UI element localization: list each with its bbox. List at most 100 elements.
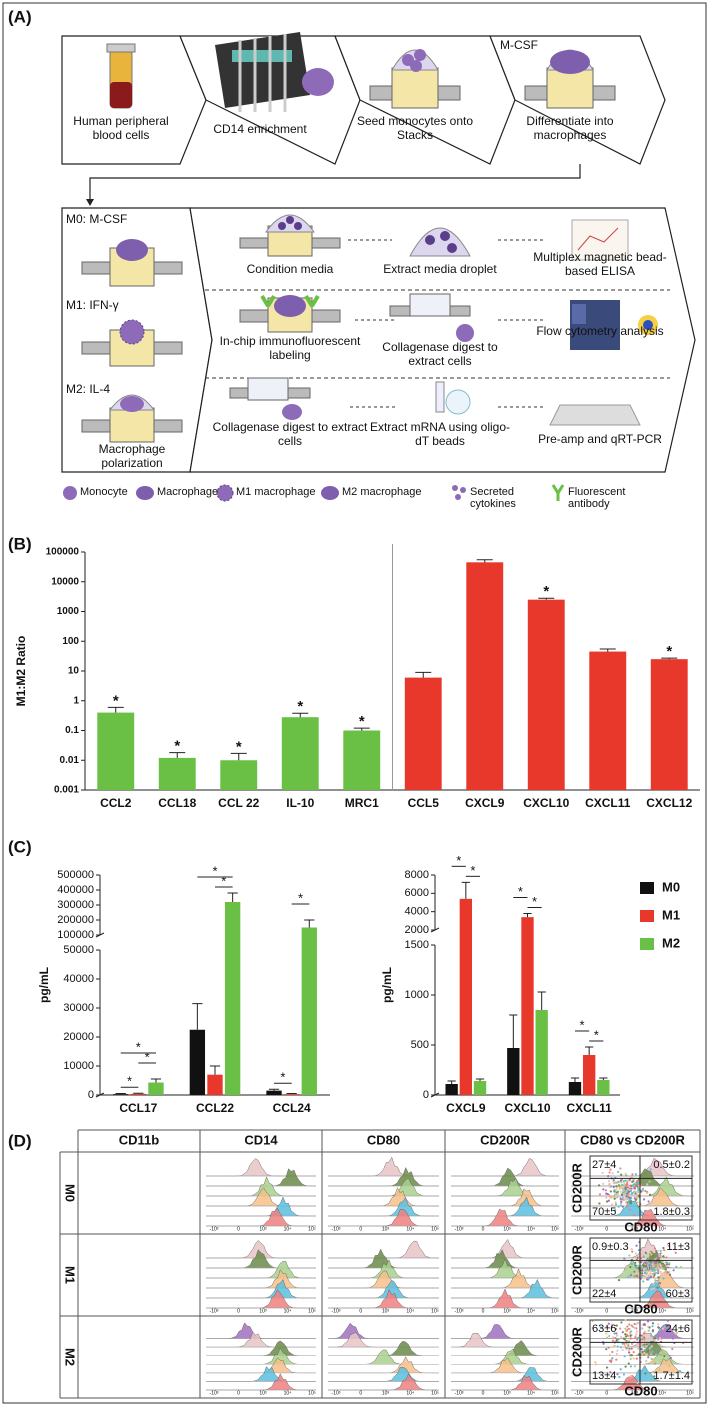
event-dot [662, 1352, 665, 1355]
event-dot [617, 1338, 620, 1341]
significance-mark: * [543, 583, 549, 600]
event-dot [643, 1351, 646, 1355]
event-dot [619, 1190, 623, 1193]
event-dot [636, 1381, 639, 1385]
bar [597, 1080, 610, 1095]
event-dot [615, 1324, 618, 1327]
event-dot [674, 1251, 677, 1254]
histogram-trace [206, 1347, 316, 1365]
event-dot [644, 1372, 647, 1375]
event-dot [647, 1356, 650, 1359]
event-dot [648, 1180, 651, 1183]
error-bar [537, 991, 546, 1010]
event-dot [620, 1193, 624, 1196]
event-dot [624, 1319, 627, 1322]
event-dot [630, 1330, 633, 1333]
event-dot [663, 1249, 666, 1252]
event-dot [664, 1268, 667, 1271]
y-tick-label: 10 [68, 666, 80, 677]
y-tick-label: 30000 [63, 1002, 94, 1014]
error-bar [447, 1080, 456, 1084]
bar [445, 1084, 458, 1095]
event-dot [668, 1273, 672, 1276]
bar [281, 717, 319, 790]
bar [301, 927, 317, 1095]
error-bar [476, 559, 493, 563]
event-dot [618, 1375, 621, 1379]
event-dot [605, 1196, 608, 1199]
event-dot [594, 1361, 597, 1364]
event-dot [666, 1319, 670, 1322]
event-dot [610, 1359, 613, 1362]
y-tick-label: 1500 [405, 939, 429, 951]
event-dot [618, 1187, 622, 1190]
axis-tick-label: 10⁵ [431, 1226, 439, 1232]
event-dot [633, 1213, 636, 1217]
event-dot [637, 1260, 640, 1263]
event-dot [621, 1331, 624, 1334]
event-dot [630, 1347, 633, 1350]
event-dot [627, 1327, 630, 1330]
x-tick-label: MRC1 [345, 796, 379, 810]
workflow-step: Collagenase digest to extract cells [382, 340, 498, 368]
event-dot [605, 1200, 609, 1203]
scatter-frame [589, 1155, 693, 1221]
event-dot [658, 1343, 661, 1346]
axis-tick-label: 0 [482, 1390, 485, 1396]
y-tick-label: 0.01 [60, 755, 80, 766]
event-dot [668, 1262, 671, 1265]
legend-swatch [640, 910, 654, 922]
y-tick-label: 10000 [51, 576, 79, 587]
bar [650, 659, 688, 790]
axis-tick-label: -10³ [575, 1226, 584, 1232]
event-dot [630, 1248, 633, 1251]
axis-tick-label: 10⁴ [658, 1390, 666, 1396]
event-dot [629, 1196, 632, 1199]
event-dot [611, 1350, 614, 1354]
event-dot [649, 1272, 652, 1275]
event-dot [656, 1258, 659, 1261]
y-tick-label: 10000 [63, 1060, 94, 1072]
axis-tick-label: 10⁵ [308, 1226, 316, 1232]
error-bar [304, 919, 315, 928]
axis-tick-label: 10⁴ [527, 1226, 535, 1232]
event-dot [664, 1273, 667, 1276]
bar [473, 1081, 487, 1095]
legend-label: M1 [662, 907, 680, 922]
step-treatment: M-CSF [500, 38, 538, 52]
axis-tick-label: 10⁴ [658, 1226, 666, 1232]
x-tick-label: CXCL12 [646, 796, 692, 810]
event-dot [654, 1337, 657, 1340]
event-dot [619, 1335, 623, 1339]
bar [507, 1048, 520, 1095]
event-dot [640, 1257, 643, 1260]
event-dot [653, 1270, 656, 1273]
event-dot [636, 1190, 640, 1194]
condition-label: M1: IFN-γ [66, 298, 119, 312]
axis-tick-label: -10³ [575, 1308, 584, 1314]
event-dot [604, 1189, 608, 1192]
event-dot [611, 1339, 614, 1342]
event-dot [656, 1271, 659, 1275]
event-dot [657, 1326, 660, 1329]
legend-label: M1 macrophage [236, 486, 316, 498]
event-dot [634, 1261, 637, 1264]
x-tick-label: IL-10 [286, 796, 314, 810]
event-dot [648, 1274, 651, 1277]
step-label: CD14 enrichment [213, 122, 307, 136]
y-tick-label: 1000 [57, 606, 80, 617]
event-dot [611, 1203, 614, 1206]
event-dot [634, 1182, 637, 1185]
event-dot [641, 1274, 644, 1277]
event-dot [637, 1182, 640, 1185]
event-dot [624, 1179, 627, 1182]
event-dot [637, 1267, 640, 1270]
event-dot [652, 1287, 656, 1290]
event-dot [609, 1185, 613, 1188]
event-dot [606, 1324, 609, 1327]
event-dot [609, 1168, 612, 1171]
event-dot [628, 1179, 631, 1182]
axis-tick-label: 0 [605, 1308, 608, 1314]
